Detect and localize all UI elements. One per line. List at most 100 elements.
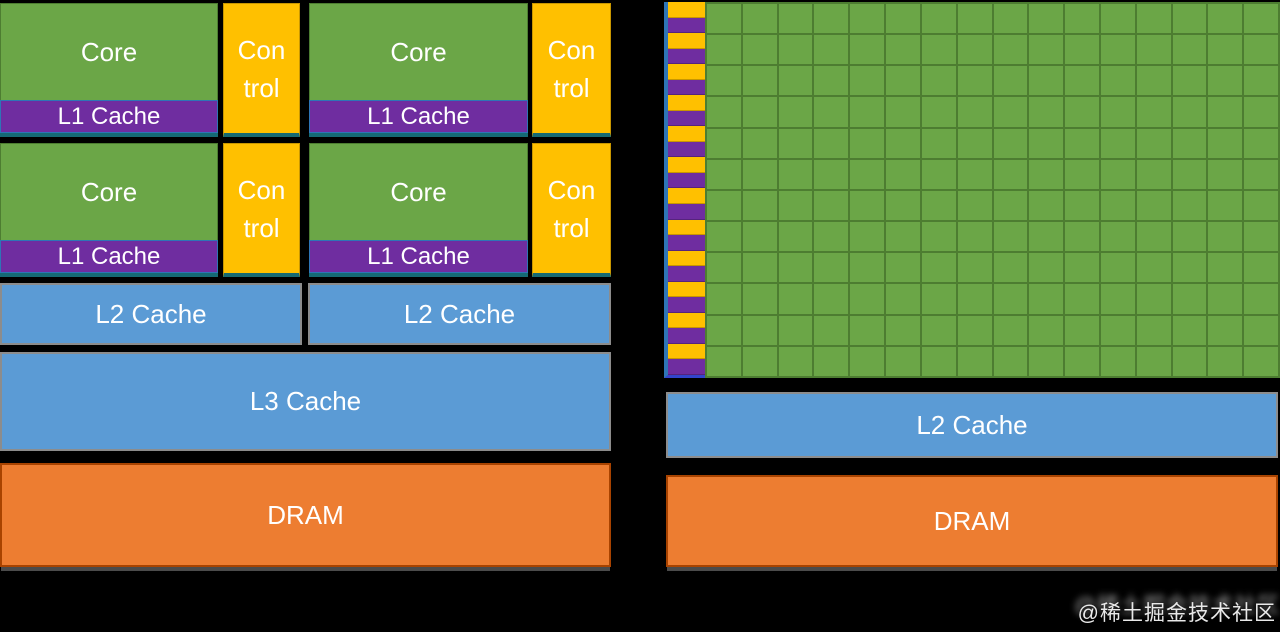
cpu-core-row-1: Core L1 Cache Con trol Core L1 Cache Con… xyxy=(0,3,611,137)
cpu-l2-row: L2 Cache L2 Cache xyxy=(0,283,611,345)
gpu-grid xyxy=(664,2,1280,378)
gpu-core-cell xyxy=(778,346,813,376)
watermark-text: @稀土掘金技术社区 xyxy=(1077,602,1276,625)
gpu-l1-stripe xyxy=(668,17,705,34)
gpu-core-cell xyxy=(921,190,956,221)
gpu-core-cell xyxy=(886,35,920,65)
gpu-core-cell xyxy=(1208,66,1243,96)
gpu-core-cell xyxy=(742,4,777,34)
gpu-core-cell xyxy=(850,35,885,65)
gpu-core-cell xyxy=(1029,346,1064,376)
gpu-stripe-pair xyxy=(668,64,705,96)
cpu-l2-cache-block: L2 Cache xyxy=(0,283,302,345)
gpu-core-cell xyxy=(1244,346,1278,376)
gpu-core-cell xyxy=(921,346,956,376)
gpu-core-cell xyxy=(1029,66,1064,96)
gpu-core-cell xyxy=(707,4,741,34)
gpu-core-cell xyxy=(1244,315,1278,345)
gpu-core-cell xyxy=(850,159,885,189)
gpu-core-cell xyxy=(814,190,849,221)
gpu-core-cell xyxy=(778,190,813,221)
gpu-core-cell xyxy=(1136,159,1171,189)
gpu-core-cell xyxy=(778,35,813,65)
cpu-core-group-1: Core L1 Cache xyxy=(0,3,218,137)
cpu-core-group-2: Core L1 Cache xyxy=(309,3,528,137)
gpu-core-cell xyxy=(742,97,777,127)
gpu-core-cell xyxy=(886,128,920,158)
gpu-core-cell xyxy=(742,35,777,65)
gpu-control-stripe xyxy=(668,312,705,329)
gpu-stripe-column xyxy=(664,2,705,378)
gpu-core-cell xyxy=(1136,315,1171,345)
control-label-line1: Con xyxy=(547,34,596,65)
gpu-core-cell xyxy=(1029,35,1064,65)
gpu-core-cell xyxy=(993,222,1028,252)
gpu-core-cell xyxy=(1065,35,1099,65)
control-label-line2: trol xyxy=(553,72,590,103)
gpu-core-cell xyxy=(1208,97,1243,127)
gpu-core-cell xyxy=(957,190,992,221)
gpu-control-stripe xyxy=(668,64,705,80)
gpu-core-cell xyxy=(1100,97,1135,127)
gpu-core-cell xyxy=(1065,253,1099,283)
gpu-core-cell xyxy=(850,222,885,252)
gpu-core-cell xyxy=(1172,159,1207,189)
gpu-core-cell xyxy=(993,97,1028,127)
gpu-l1-stripe xyxy=(668,141,705,158)
cpu-core-row-2: Core L1 Cache Con trol Core L1 Cache Con… xyxy=(0,143,611,277)
gpu-core-cell xyxy=(1172,4,1207,34)
gpu-core-cell xyxy=(1172,346,1207,376)
gpu-core-cell xyxy=(1029,4,1064,34)
control-label-line2: trol xyxy=(243,212,280,243)
cpu-control-block: Con trol xyxy=(223,3,300,137)
gpu-core-cell xyxy=(957,222,992,252)
gpu-core-cell xyxy=(707,253,741,283)
watermark-blur-text: @稀土掘金技术社区 xyxy=(1073,593,1280,618)
gpu-core-cell xyxy=(1065,284,1099,314)
gpu-core-cell xyxy=(1244,4,1278,34)
gpu-core-cell xyxy=(707,66,741,96)
gpu-core-cell xyxy=(1172,66,1207,96)
gpu-core-cell xyxy=(1065,66,1099,96)
gpu-control-stripe xyxy=(668,95,705,111)
gpu-core-cell xyxy=(921,159,956,189)
gpu-core-cell xyxy=(742,159,777,189)
gpu-core-cell xyxy=(850,4,885,34)
cpu-l1-cache-bar: L1 Cache xyxy=(0,100,218,133)
gpu-core-cell xyxy=(1136,284,1171,314)
gpu-core-cell xyxy=(707,128,741,158)
gpu-core-cell xyxy=(886,222,920,252)
gpu-core-cell xyxy=(1244,222,1278,252)
gpu-core-cell xyxy=(1065,315,1099,345)
gpu-stripe-pair xyxy=(668,281,705,313)
gpu-core-cell xyxy=(1244,253,1278,283)
gpu-core-cell xyxy=(1100,4,1135,34)
gpu-core-cell xyxy=(742,128,777,158)
gpu-core-cell xyxy=(707,190,741,221)
cpu-control-block: Con trol xyxy=(532,3,611,137)
gpu-core-cell xyxy=(886,66,920,96)
gpu-core-cell xyxy=(1029,128,1064,158)
gpu-core-cell xyxy=(1208,284,1243,314)
gpu-core-cell xyxy=(742,315,777,345)
gpu-core-cell xyxy=(1100,222,1135,252)
watermark: @稀土掘金技术社区 @稀土掘金技术社区 xyxy=(1074,594,1279,629)
cpu-l1-cache-bar: L1 Cache xyxy=(309,240,528,273)
cpu-l1-cache-bar: L1 Cache xyxy=(309,100,528,133)
gpu-core-cell xyxy=(1029,253,1064,283)
gpu-l2-cache-bar: L2 Cache xyxy=(666,392,1278,458)
gpu-core-cell xyxy=(1065,97,1099,127)
gpu-core-cell xyxy=(850,346,885,376)
gpu-core-cell xyxy=(1029,159,1064,189)
cpu-dram-block: DRAM xyxy=(0,463,611,567)
gpu-core-cell xyxy=(850,190,885,221)
gpu-l1-stripe xyxy=(668,79,705,96)
gpu-core-cell xyxy=(707,315,741,345)
gpu-core-cell xyxy=(921,128,956,158)
gpu-core-cell xyxy=(886,346,920,376)
gpu-core-cell xyxy=(814,253,849,283)
gpu-core-cell xyxy=(886,159,920,189)
gpu-core-cell xyxy=(1065,346,1099,376)
gpu-control-stripe xyxy=(668,219,705,236)
control-label-line2: trol xyxy=(553,212,590,243)
